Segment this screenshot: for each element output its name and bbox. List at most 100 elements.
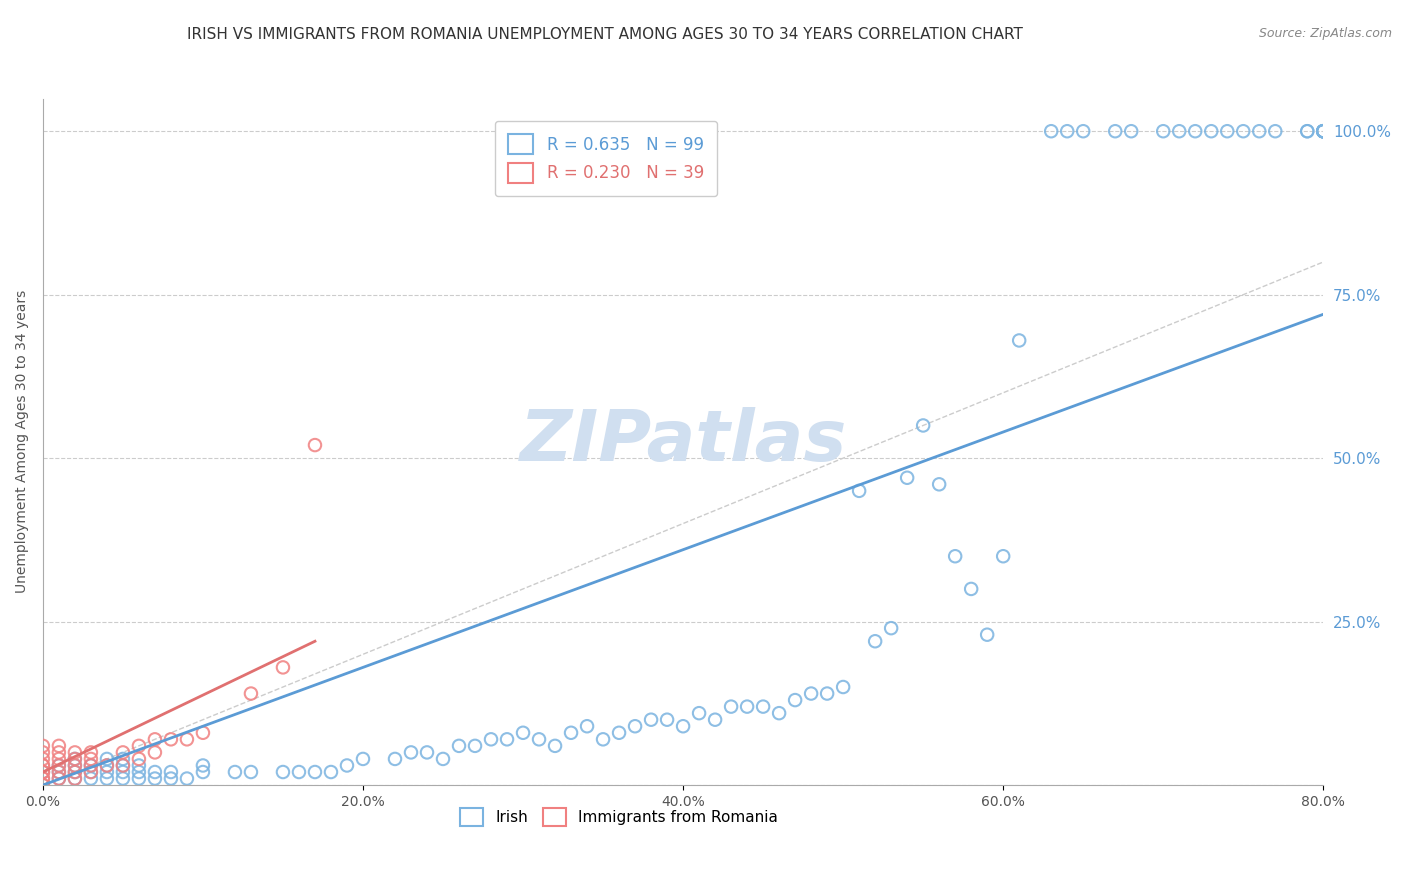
Point: [432, 752, 454, 766]
Point: [48, 745, 70, 759]
Point: [576, 719, 599, 733]
Point: [768, 706, 790, 721]
Point: [80, 752, 103, 766]
Point: [640, 713, 662, 727]
Point: [96, 752, 118, 766]
Point: [1152, 124, 1174, 138]
Point: [48, 764, 70, 779]
Point: [1312, 124, 1334, 138]
Point: [416, 745, 439, 759]
Point: [32, 778, 55, 792]
Point: [160, 764, 183, 779]
Point: [96, 772, 118, 786]
Point: [63, 752, 86, 766]
Point: [1216, 124, 1239, 138]
Point: [928, 477, 950, 491]
Point: [319, 764, 342, 779]
Point: [191, 758, 214, 772]
Point: [96, 758, 118, 772]
Point: [1312, 124, 1334, 138]
Point: [976, 628, 998, 642]
Point: [479, 732, 502, 747]
Point: [785, 693, 807, 707]
Point: [143, 732, 166, 747]
Point: [943, 549, 966, 564]
Point: [63, 745, 86, 759]
Point: [111, 745, 134, 759]
Point: [143, 745, 166, 759]
Point: [815, 687, 838, 701]
Point: [63, 758, 86, 772]
Text: IRISH VS IMMIGRANTS FROM ROMANIA UNEMPLOYMENT AMONG AGES 30 TO 34 YEARS CORRELAT: IRISH VS IMMIGRANTS FROM ROMANIA UNEMPLO…: [187, 27, 1022, 42]
Point: [271, 660, 294, 674]
Point: [384, 752, 406, 766]
Point: [1296, 124, 1319, 138]
Point: [63, 752, 86, 766]
Point: [1104, 124, 1126, 138]
Point: [447, 739, 470, 753]
Point: [304, 764, 326, 779]
Point: [32, 758, 55, 772]
Point: [800, 687, 823, 701]
Point: [544, 739, 567, 753]
Point: [32, 772, 55, 786]
Text: Source: ZipAtlas.com: Source: ZipAtlas.com: [1258, 27, 1392, 40]
Point: [1296, 124, 1319, 138]
Point: [512, 726, 534, 740]
Point: [128, 772, 150, 786]
Point: [111, 764, 134, 779]
Point: [80, 764, 103, 779]
Point: [239, 764, 262, 779]
Point: [1312, 124, 1334, 138]
Point: [1264, 124, 1286, 138]
Point: [1184, 124, 1206, 138]
Point: [32, 752, 55, 766]
Point: [111, 758, 134, 772]
Point: [160, 772, 183, 786]
Point: [288, 764, 311, 779]
Point: [48, 739, 70, 753]
Point: [1168, 124, 1191, 138]
Point: [880, 621, 903, 635]
Point: [80, 758, 103, 772]
Point: [624, 719, 647, 733]
Point: [96, 758, 118, 772]
Point: [63, 772, 86, 786]
Point: [655, 713, 678, 727]
Point: [32, 764, 55, 779]
Point: [1312, 124, 1334, 138]
Point: [848, 483, 870, 498]
Point: [128, 739, 150, 753]
Point: [224, 764, 246, 779]
Point: [63, 764, 86, 779]
Point: [991, 549, 1014, 564]
Point: [1199, 124, 1222, 138]
Point: [32, 764, 55, 779]
Point: [191, 726, 214, 740]
Point: [271, 764, 294, 779]
Point: [607, 726, 630, 740]
Point: [735, 699, 758, 714]
Point: [111, 758, 134, 772]
Point: [912, 418, 935, 433]
Point: [128, 764, 150, 779]
Point: [527, 732, 550, 747]
Point: [32, 764, 55, 779]
Point: [80, 745, 103, 759]
Point: [63, 772, 86, 786]
Point: [592, 732, 614, 747]
Y-axis label: Unemployment Among Ages 30 to 34 years: Unemployment Among Ages 30 to 34 years: [15, 290, 30, 593]
Point: [304, 438, 326, 452]
Point: [1071, 124, 1094, 138]
Point: [1232, 124, 1254, 138]
Point: [560, 726, 582, 740]
Point: [32, 745, 55, 759]
Point: [32, 772, 55, 786]
Point: [239, 687, 262, 701]
Point: [80, 764, 103, 779]
Point: [143, 764, 166, 779]
Point: [399, 745, 422, 759]
Point: [96, 764, 118, 779]
Point: [1249, 124, 1271, 138]
Point: [48, 758, 70, 772]
